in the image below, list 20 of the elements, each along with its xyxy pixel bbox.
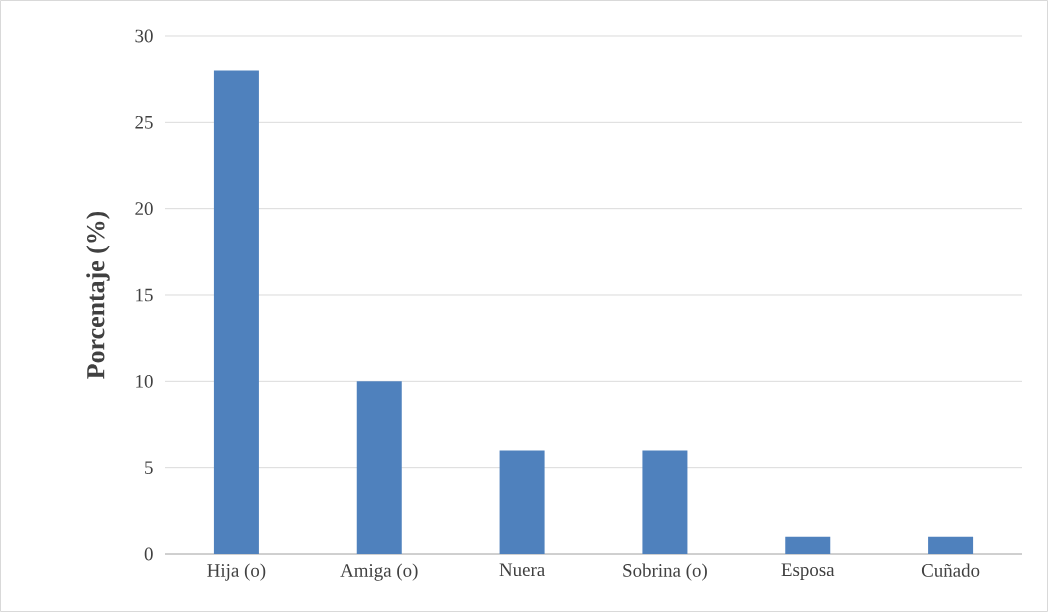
- x-tick-label: Esposa: [781, 563, 835, 580]
- y-axis-title: Porcentaje (%): [86, 211, 110, 379]
- bar: [785, 536, 831, 554]
- x-tick-label: Hija (o): [207, 563, 266, 581]
- y-tick-label: 10: [136, 374, 153, 388]
- bar: [213, 70, 259, 554]
- x-tick-label: Nuera: [499, 563, 545, 577]
- y-tick-label: 30: [135, 29, 153, 43]
- y-tick-label: 25: [135, 115, 153, 129]
- bar: [499, 450, 545, 554]
- x-tick-label: Cuñado: [921, 563, 980, 577]
- bar: [642, 450, 688, 554]
- y-tick-label: 5: [145, 461, 153, 474]
- bar: [356, 381, 402, 554]
- bar: [928, 536, 974, 554]
- x-tick-label: Sobrina (o): [623, 563, 707, 581]
- y-tick-label: 0: [144, 547, 153, 561]
- y-tick-label: 15: [136, 288, 153, 302]
- x-tick-label: Amiga (o): [340, 563, 418, 581]
- y-tick-label: 20: [135, 202, 153, 216]
